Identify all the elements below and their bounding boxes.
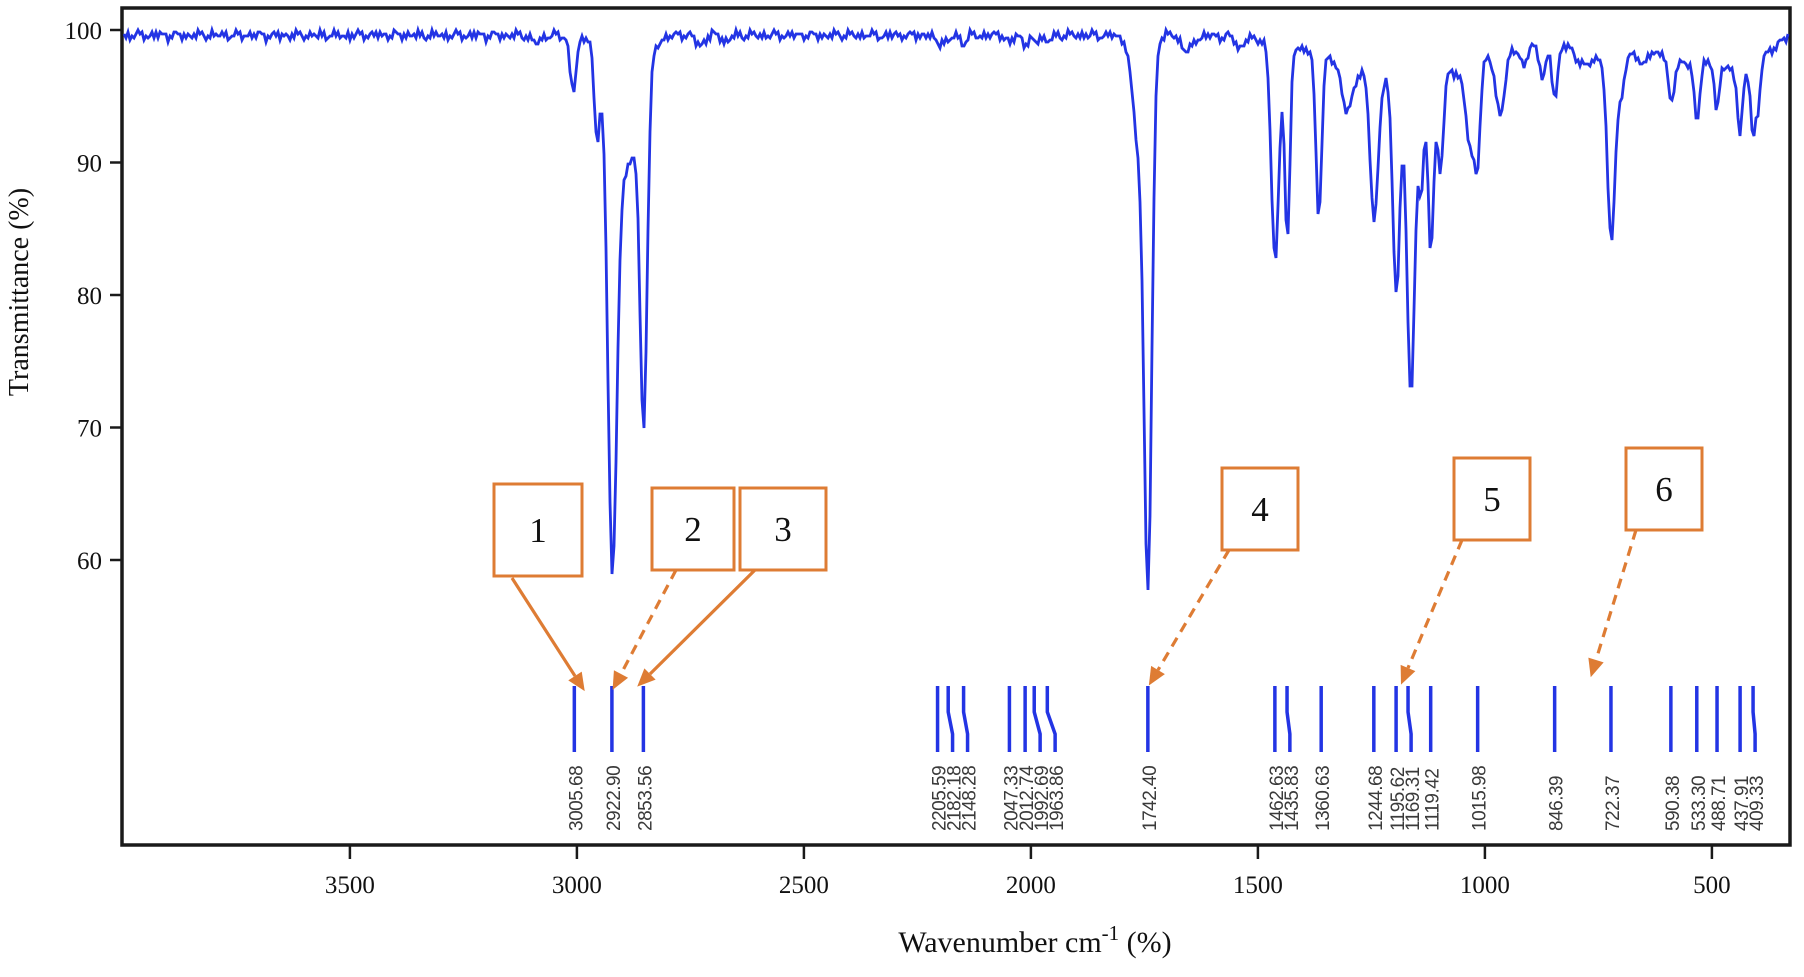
y-tick-label: 80 — [77, 283, 102, 310]
peak-leader-line — [961, 686, 970, 752]
callout-arrow-1 — [510, 577, 577, 677]
callout-arrow-5 — [1406, 539, 1464, 669]
plot-border — [120, 6, 1792, 847]
peak-wavenumber-label: 590.38 — [1663, 776, 1684, 831]
callout-number-6: 6 — [1655, 470, 1673, 509]
callout-arrowhead-6 — [1588, 657, 1604, 678]
peak-leader-line — [1045, 686, 1057, 752]
callout-arrowhead-1 — [568, 671, 585, 692]
peak-wavenumber-label: 2148.28 — [960, 766, 981, 831]
callout-arrow-6 — [1594, 529, 1638, 661]
peak-wavenumber-label: 2012.74 — [1017, 765, 1038, 831]
x-tick-label: 1000 — [1460, 872, 1510, 899]
callout-arrowhead-3 — [637, 668, 656, 687]
peak-leader-line — [1032, 686, 1042, 752]
callout-arrow-2 — [619, 569, 678, 675]
callout-number-4: 4 — [1251, 490, 1269, 529]
peak-leader-line — [1406, 686, 1413, 752]
x-axis-title: Wavenumber cm-1 (%) — [898, 921, 1171, 959]
y-tick-label: 100 — [65, 18, 103, 45]
callout-box-6 — [1624, 446, 1704, 532]
peak-wavenumber-label: 1244.68 — [1366, 766, 1387, 831]
callout-arrow-3 — [648, 568, 757, 676]
x-tick-label: 3000 — [552, 872, 602, 899]
peak-wavenumber-label: 2922.90 — [604, 766, 625, 831]
peak-wavenumber-label: 1462.63 — [1267, 766, 1288, 831]
callout-arrow-4 — [1156, 549, 1231, 671]
x-tick-label: 3500 — [325, 872, 375, 899]
x-axis-title-superscript: -1 — [1102, 921, 1120, 945]
y-tick-label: 70 — [77, 416, 102, 443]
callout-arrowhead-5 — [1400, 664, 1416, 685]
peak-wavenumber-label: 3005.68 — [566, 766, 587, 831]
peak-wavenumber-label: 1963.86 — [1047, 766, 1068, 831]
peak-wavenumber-label: 1992.69 — [1032, 766, 1053, 831]
x-tick-label: 2000 — [1006, 872, 1056, 899]
y-axis-title: Transmittance (%) — [4, 188, 35, 396]
peak-wavenumber-label: 1360.63 — [1313, 766, 1334, 831]
callout-box-4 — [1220, 466, 1300, 552]
peak-wavenumber-label: 437.91 — [1732, 776, 1753, 831]
peak-leader-line — [1285, 686, 1292, 752]
x-axis-title-suffix: (%) — [1119, 926, 1171, 959]
x-tick-label: 500 — [1693, 872, 1731, 899]
peak-wavenumber-label: 1119.42 — [1423, 769, 1444, 831]
callout-number-2: 2 — [684, 510, 702, 549]
callout-box-5 — [1452, 456, 1532, 542]
peak-wavenumber-label: 1742.40 — [1140, 766, 1161, 831]
callout-box-1 — [492, 482, 584, 578]
peak-leader-line — [946, 686, 955, 752]
callout-arrowhead-2 — [612, 670, 629, 690]
peak-wavenumber-label: 2047.33 — [1001, 766, 1022, 831]
axes-layer: 100 90 80 70 60 3500 3000 2500 2000 1500 1000 500 — [65, 6, 1792, 899]
spectrum-curve-layer — [122, 24, 1790, 591]
peak-wavenumber-label: 1435.83 — [1282, 766, 1303, 831]
peak-wavenumber-label: 1195.62 — [1388, 767, 1409, 831]
peak-wavenumber-label: 2205.59 — [930, 766, 951, 831]
callout-number-1: 1 — [529, 511, 547, 550]
peak-wavenumber-label: 2182.18 — [945, 766, 966, 831]
x-tick-label: 1500 — [1233, 872, 1283, 899]
callout-number-5: 5 — [1483, 480, 1501, 519]
x-tick-label: 2500 — [779, 872, 829, 899]
y-tick-label: 60 — [77, 548, 102, 575]
peak-leader-line — [1751, 686, 1757, 752]
peak-label-layer: 3005.68 2922.90 2853.56 2205.592182.182148.… — [566, 686, 1768, 831]
peak-wavenumber-label: 1015.98 — [1470, 766, 1491, 831]
peak-wavenumber-label: 722.37 — [1603, 776, 1624, 831]
x-axis-title-prefix: Wavenumber cm — [898, 926, 1101, 959]
y-tick-label: 90 — [77, 151, 102, 178]
peak-wavenumber-label: 533.30 — [1689, 776, 1710, 831]
callout-box-2 — [650, 486, 736, 572]
peak-wavenumber-label: 409.33 — [1747, 776, 1768, 831]
peak-wavenumber-label: 2853.56 — [635, 766, 656, 831]
peak-wavenumber-label: 488.71 — [1709, 776, 1730, 831]
callout-number-3: 3 — [774, 510, 792, 549]
peak-wavenumber-label: 1169.31 — [1403, 767, 1424, 831]
peak-wavenumber-label: 846.39 — [1547, 776, 1568, 831]
spectrum-line — [122, 24, 1790, 591]
callout-layer: 1 2 3 4 5 6 — [492, 446, 1704, 692]
callout-box-3 — [738, 486, 828, 572]
callout-arrowhead-4 — [1148, 665, 1165, 686]
